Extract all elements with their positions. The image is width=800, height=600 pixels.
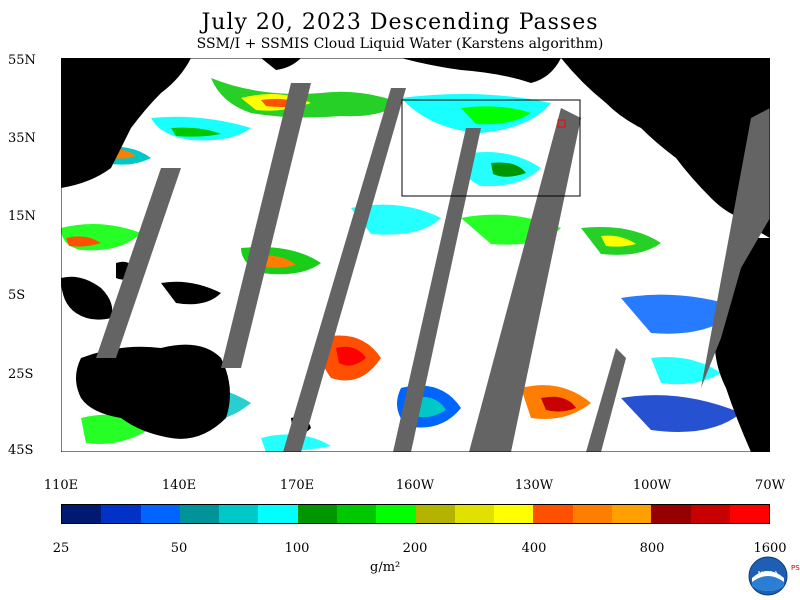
swath-gap-1 [96,168,181,358]
colorbar-swatch-17 [729,505,770,523]
colorbar-swatch-9 [415,505,455,523]
colorbar-swatch-10 [454,505,495,523]
small-marker-box [557,119,566,128]
aleutian-land [401,58,561,83]
cloud-water-map [61,58,770,452]
lon-label-130w: 130W [514,478,554,493]
colorbar-swatch-14 [611,505,652,523]
swath-gap-5 [469,108,581,452]
swath-gap-3 [283,88,406,452]
lat-label-15n: 15N [8,209,36,224]
svg-text:NOAA: NOAA [758,570,779,578]
colorbar-swatch-5 [258,505,298,523]
lon-label-170e: 170E [279,478,315,493]
lon-label-140e: 140E [161,478,197,493]
colorbar-tick-100: 100 [284,541,310,556]
indonesia-land [61,276,113,320]
colorbar-swatch-11 [494,505,534,523]
lon-label-100w: 100W [632,478,672,493]
colorbar-swatch-16 [690,505,730,523]
colorbar-swatch-8 [376,505,416,523]
colorbar-swatch-2 [140,505,180,523]
swath-gap-4 [393,128,481,452]
colorbar-swatch-15 [651,505,691,523]
colorbar-swatch-13 [572,505,612,523]
swath-gap-7 [701,108,770,388]
colorbar-swatch-0 [62,505,102,523]
lat-label-5s: 5S [8,288,26,303]
colorbar-tick-50: 50 [170,541,188,556]
colorbar-tick-1600: 1600 [753,541,787,556]
australia-land [76,344,230,439]
colorbar-tick-200: 200 [402,541,428,556]
lon-label-110e: 110E [43,478,79,493]
swath-gap-2 [221,83,311,368]
colorbar-swatch-3 [179,505,220,523]
north-america-land [561,58,770,238]
map-title: July 20, 2023 Descending Passes [201,10,599,35]
unit-label: g/m² [370,560,401,575]
noaa-logo[interactable]: NOAA [748,556,788,596]
lon-label-70w: 70W [755,478,785,493]
colorbar-swatch-1 [101,505,141,523]
lat-label-55n: 55N [8,53,36,68]
psl-side-text: PSL [791,564,800,572]
new-guinea-land [161,281,221,305]
asia-land [61,58,191,188]
region-box [401,99,581,197]
color-scale-bar [61,504,770,524]
colorbar-swatch-12 [533,505,573,523]
colorbar-swatch-6 [297,505,337,523]
lat-label-25s: 25S [8,367,34,382]
colorbar-swatch-7 [336,505,377,523]
map-subtitle: SSM/I + SSMIS Cloud Liquid Water (Karste… [196,36,604,52]
no-data-swaths [96,83,770,452]
lat-label-45s: 45S [8,443,34,458]
colorbar-swatch-4 [219,505,259,523]
colorbar-tick-400: 400 [521,541,547,556]
colorbar-tick-800: 800 [639,541,665,556]
kamchatka-land [261,58,301,70]
swath-gap-6 [586,348,626,452]
land-masses [61,58,770,452]
colorbar-tick-25: 25 [52,541,70,556]
lon-label-160w: 160W [395,478,435,493]
lat-label-35n: 35N [8,131,36,146]
